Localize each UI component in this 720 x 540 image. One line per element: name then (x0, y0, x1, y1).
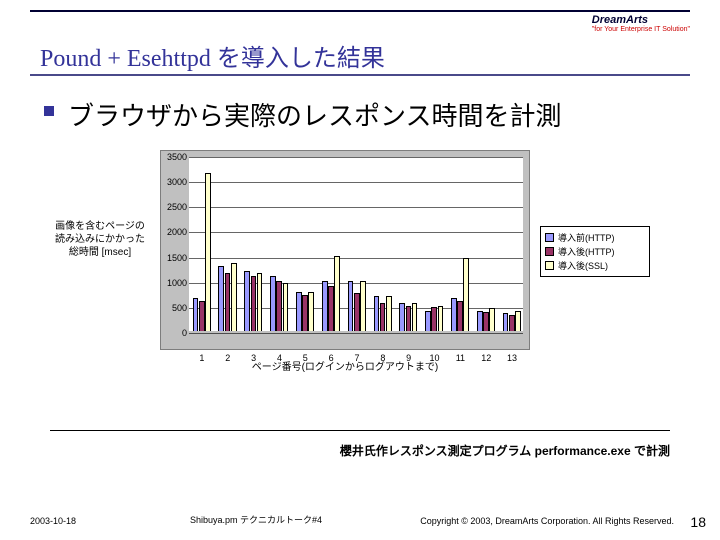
ytick-label: 3500 (161, 152, 187, 162)
ytick-label: 500 (161, 303, 187, 313)
slide: DreamArts "for Your Enterprise IT Soluti… (0, 0, 720, 540)
bar (257, 273, 263, 331)
legend: 導入前(HTTP)導入後(HTTP)導入後(SSL) (540, 226, 650, 277)
bar (463, 258, 469, 331)
bar (451, 298, 457, 331)
xaxis-label: ページ番号(ログインからログアウトまで) (160, 358, 530, 373)
bar (205, 173, 211, 331)
bar (348, 281, 354, 331)
bar (225, 273, 231, 331)
chart: 画像を含むページの読み込みにかかった総時間 [msec] 0 500 1000 150… (50, 150, 650, 410)
bar (399, 303, 405, 331)
legend-label: 導入後(SSL) (558, 259, 608, 272)
legend-swatch (545, 233, 554, 242)
bar (354, 293, 360, 331)
bar (503, 313, 509, 331)
bar (515, 311, 521, 331)
bar (489, 308, 495, 331)
legend-label: 導入前(HTTP) (558, 231, 615, 244)
footer-center: Shibuya.pm テクニカルトーク#4 (190, 513, 322, 526)
bar (380, 303, 386, 331)
logo-sub: "for Your Enterprise IT Solution" (592, 26, 690, 33)
title-underline (30, 74, 690, 76)
bar (425, 311, 431, 331)
bar (457, 301, 463, 331)
top-divider (30, 10, 690, 12)
logo: DreamArts "for Your Enterprise IT Soluti… (592, 14, 690, 33)
bar (231, 263, 237, 331)
bar (244, 271, 250, 331)
yaxis-label: 画像を含むページの読み込みにかかった総時間 [msec] (50, 220, 150, 259)
bar (406, 306, 412, 331)
ytick-label: 3000 (161, 177, 187, 187)
footer-page-number: 18 (690, 514, 706, 530)
bar (276, 281, 282, 331)
bar (199, 301, 205, 331)
ytick-label: 1500 (161, 253, 187, 263)
bar (296, 292, 302, 331)
footer-date: 2003-10-18 (30, 516, 76, 526)
bar (251, 276, 257, 331)
ytick-label: 1000 (161, 278, 187, 288)
ytick-label: 0 (161, 328, 187, 338)
ytick-label: 2500 (161, 202, 187, 212)
legend-swatch (545, 247, 554, 256)
bullet-row: ブラウザから実際のレスポンス時間を計測 (44, 96, 561, 133)
bar (193, 298, 199, 331)
bar (328, 286, 334, 331)
bar (322, 281, 328, 331)
bar (283, 283, 289, 331)
bullet-text: ブラウザから実際のレスポンス時間を計測 (68, 96, 561, 133)
legend-item: 導入後(HTTP) (545, 245, 645, 258)
bar (386, 296, 392, 331)
bar (483, 312, 489, 331)
grid-line (189, 182, 523, 183)
bar (509, 315, 515, 331)
legend-swatch (545, 261, 554, 270)
grid-line (189, 207, 523, 208)
legend-item: 導入前(HTTP) (545, 231, 645, 244)
bullet-square-icon (44, 106, 54, 116)
legend-label: 導入後(HTTP) (558, 245, 615, 258)
logo-main: DreamArts (592, 14, 648, 26)
plot-inner (189, 157, 523, 331)
ytick-label: 2000 (161, 227, 187, 237)
bar (431, 307, 437, 331)
grid-line (189, 258, 523, 259)
grid-line (189, 232, 523, 233)
grid-line (189, 283, 523, 284)
bar (360, 281, 366, 331)
bar (477, 311, 483, 331)
caption: 櫻井氏作レスポンス測定プログラム performance.exe で計測 (0, 442, 670, 459)
bar (438, 306, 444, 331)
plot-area: 0500100015002000250030003500 12345678910… (160, 150, 530, 350)
bar (270, 276, 276, 331)
bar (334, 256, 340, 331)
caption-divider (50, 430, 670, 431)
grid-line (189, 157, 523, 158)
bar (308, 292, 314, 331)
legend-item: 導入後(SSL) (545, 259, 645, 272)
bar (218, 266, 224, 331)
bar (412, 303, 418, 331)
footer-copyright: Copyright © 2003, DreamArts Corporation.… (420, 516, 674, 526)
page-title: Pound + Esehttpd を導入した結果 (40, 38, 385, 73)
bar (302, 295, 308, 331)
bar (374, 296, 380, 331)
grid-line (189, 333, 523, 334)
